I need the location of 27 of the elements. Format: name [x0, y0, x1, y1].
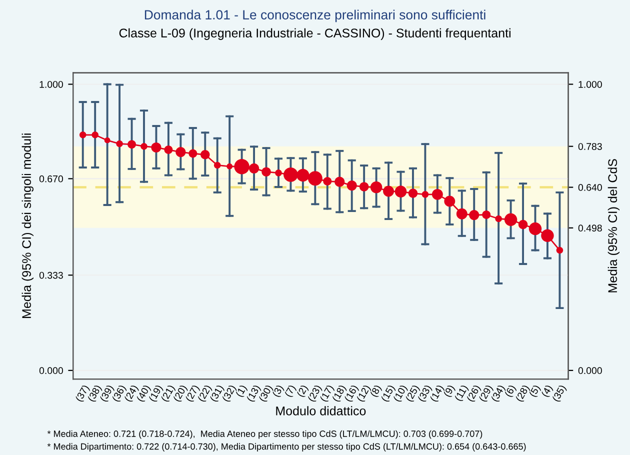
x-tick-label: (5)	[528, 384, 542, 398]
y-axis-title: Media (95% CI) dei singoli moduli	[22, 134, 34, 318]
x-tick-label: (8)	[370, 384, 383, 398]
x-tick-label: (35)	[552, 384, 568, 403]
y2-tick-label: 0.498	[578, 224, 602, 232]
x-tick-label: (1)	[235, 384, 248, 398]
y2-tick-label: 0.000	[578, 367, 602, 374]
y-tick-label: 1.000	[40, 80, 63, 88]
chart-title: Domanda 1.01 - Le conoscenze preliminari sono sufficienti	[144, 10, 486, 22]
x-tick-label: (2)	[296, 384, 310, 398]
x-tick-label: (3)	[272, 384, 286, 398]
y-tick-label: 0.670	[39, 175, 63, 182]
x-tick-label: (6)	[504, 384, 518, 398]
y2-tick-label: 0.783	[578, 143, 602, 150]
x-tick-label: (28)	[515, 384, 531, 403]
x-tick-label: (4)	[540, 384, 554, 398]
x-tick-label: (7)	[284, 384, 298, 398]
chart-subtitle: Classe L-09 (Ingegneria Industriale - CASSINO) - Studenti frequentanti	[119, 28, 510, 40]
y-tick-label: 0.000	[39, 367, 63, 374]
y2-tick-label: 1.000	[578, 80, 602, 88]
text: * Media Dipartimento: 0.722 (0.714-0.730), Media Dipartimento per stesso tipo CdS (LT/LM/LMCU): 0.654 (0.643-0.665)	[47, 443, 526, 452]
y2-axis-title: Media (95% CI) del CdS	[608, 159, 620, 292]
x-tick-label: (9)	[443, 384, 456, 398]
text: * Media Ateneo: 0.721 (0.718-0.724), Media Ateneo per stesso tipo CdS (LT/LM/LMCU): 0.703 (0.699-0.707)	[47, 430, 482, 439]
y-tick-label: 0.333	[39, 272, 63, 279]
x-axis-title: Modulo didattico	[276, 406, 366, 416]
y2-tick-label: 0.640	[578, 184, 602, 191]
